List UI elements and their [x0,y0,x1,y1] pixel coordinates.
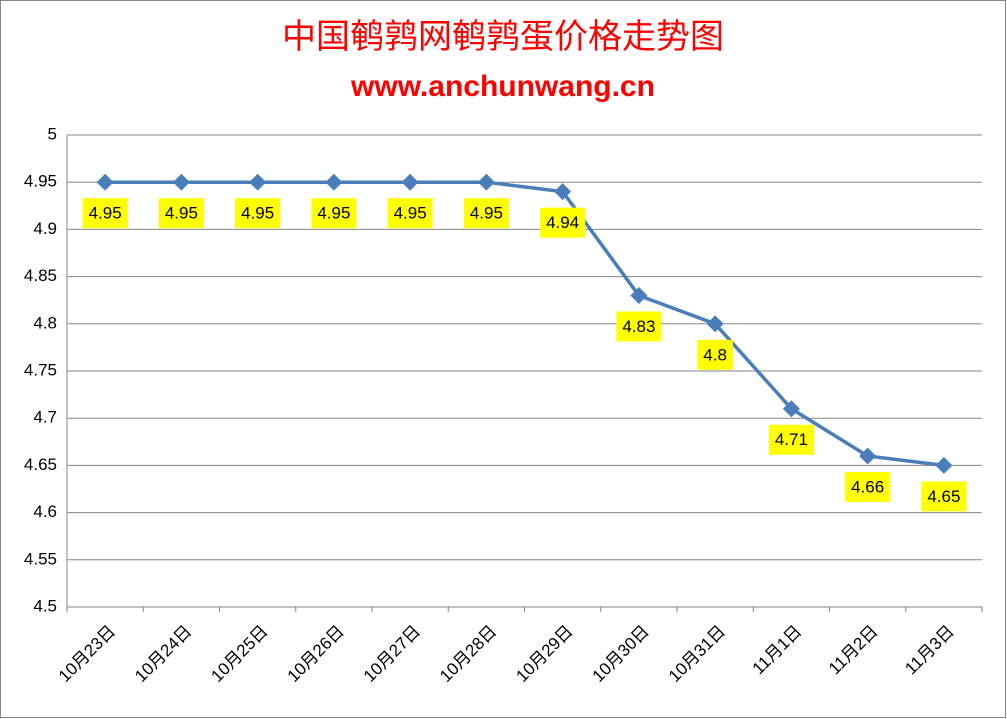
data-label: 4.95 [165,204,198,223]
data-label-bg [463,198,509,229]
data-label: 4.94 [546,213,579,232]
marker [859,447,877,465]
marker [172,173,190,191]
chart-subtitle: www.anchunwang.cn [350,70,655,103]
marker [630,286,648,304]
y-tick-label: 4.9 [33,219,57,238]
y-tick-label: 4.65 [24,455,57,474]
data-label-bg [311,198,357,229]
data-label-bg [540,207,586,238]
y-tick-label: 4.95 [24,172,57,191]
data-label: 4.8 [703,345,727,364]
data-label-bg [616,311,662,342]
y-tick-label: 4.7 [33,408,57,427]
chart-title: 中国鹌鹑网鹌鹑蛋价格走势图 [282,18,724,56]
y-tick-label: 4.85 [24,266,57,285]
data-label-bg [235,198,281,229]
data-label: 4.95 [394,204,427,223]
data-label: 4.65 [927,487,960,506]
data-label-bg [845,471,891,502]
data-label: 4.71 [775,430,808,449]
line [105,180,945,468]
data-label-bg [697,339,733,370]
data-label: 4.66 [851,477,884,496]
marker [554,183,572,201]
data-label: 4.95 [241,204,274,223]
data-label-bg [921,481,967,512]
data-label-bg [768,424,814,455]
marker [706,315,724,333]
data-label-bg [387,198,433,229]
data-label: 4.95 [317,204,350,223]
y-tick-label: 5 [48,124,57,143]
marker [477,173,495,191]
marker [935,456,953,474]
marker [249,173,267,191]
data-label: 4.95 [470,204,503,223]
marker [782,400,800,418]
marker [96,173,114,191]
data-label: 4.95 [89,204,122,223]
y-tick-label: 4.6 [33,502,57,521]
data-label-bg [158,198,204,229]
y-tick-label: 4.55 [24,549,57,568]
data-label: 4.83 [622,317,655,336]
y-tick-label: 4.75 [24,360,57,379]
y-tick-label: 4.8 [33,313,57,332]
marker [325,173,343,191]
y-tick-label: 4.5 [33,596,57,615]
data-label-bg [82,198,128,229]
marker [401,173,419,191]
